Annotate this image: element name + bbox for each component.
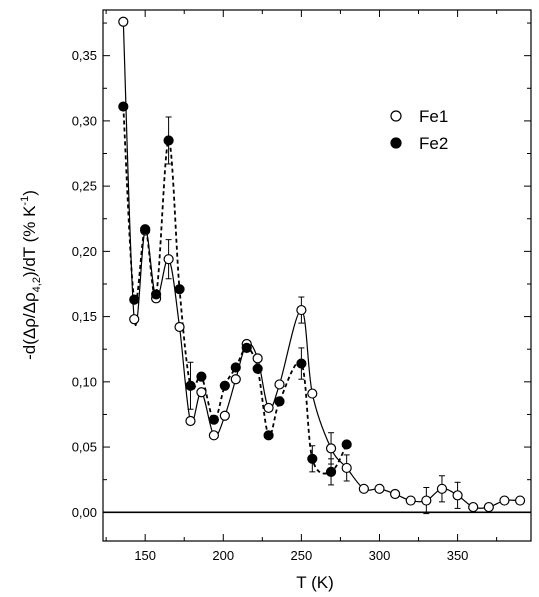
data-point-fe2 bbox=[151, 289, 162, 300]
data-point-fe2 bbox=[174, 284, 185, 295]
data-point-fe1 bbox=[358, 483, 369, 494]
data-point-fe2 bbox=[274, 396, 285, 407]
data-point-fe1 bbox=[129, 314, 140, 325]
data-markers bbox=[118, 16, 526, 513]
data-point-fe1 bbox=[325, 443, 337, 454]
data-point-fe1 bbox=[436, 483, 448, 494]
plot-frame bbox=[102, 9, 532, 542]
x-tick-label: 200 bbox=[212, 548, 234, 563]
data-point-fe2 bbox=[263, 430, 274, 441]
x-tick-label: 300 bbox=[369, 548, 391, 563]
data-point-fe1 bbox=[263, 402, 274, 414]
y-axis-title: -d(Δρ/Δρ4,2)/dT (% K-1) bbox=[19, 190, 43, 360]
data-point-fe1 bbox=[174, 321, 185, 333]
data-point-fe1 bbox=[208, 430, 220, 441]
data-point-fe1 bbox=[307, 388, 318, 399]
data-point-fe1 bbox=[252, 353, 263, 364]
data-point-fe2 bbox=[118, 101, 129, 112]
legend-marker-fe1 bbox=[390, 110, 402, 122]
y-tick-label: 0,15 bbox=[72, 309, 97, 324]
data-point-fe2 bbox=[230, 362, 241, 373]
data-point-fe1 bbox=[196, 387, 207, 398]
legend-marker-fe2 bbox=[390, 137, 402, 149]
y-tick-label: 0,30 bbox=[72, 113, 97, 128]
legend-label-fe1: Fe1 bbox=[419, 107, 448, 126]
data-point-fe2 bbox=[140, 224, 151, 235]
data-point-fe2 bbox=[219, 380, 230, 391]
y-tick-label: 0,00 bbox=[72, 505, 97, 520]
x-tick-label: 150 bbox=[134, 548, 156, 563]
data-point-fe1 bbox=[452, 490, 463, 501]
data-point-fe1 bbox=[296, 304, 307, 316]
data-point-fe2 bbox=[341, 439, 352, 450]
data-point-fe2 bbox=[208, 414, 220, 425]
data-point-fe1 bbox=[483, 501, 494, 513]
data-point-fe1 bbox=[390, 488, 401, 500]
data-point-fe2 bbox=[185, 380, 196, 391]
data-point-fe2 bbox=[307, 453, 318, 464]
data-point-fe1 bbox=[514, 495, 526, 506]
data-point-fe1 bbox=[405, 495, 416, 506]
y-tick-label: 0,10 bbox=[72, 374, 97, 389]
series-line-fe1 bbox=[122, 21, 521, 509]
data-point-fe2 bbox=[252, 363, 263, 374]
data-point-fe2 bbox=[296, 358, 307, 369]
legend-label-fe2: Fe2 bbox=[419, 134, 448, 153]
data-point-fe2 bbox=[196, 371, 207, 382]
x-tick-label: 250 bbox=[291, 548, 313, 563]
data-point-fe1 bbox=[421, 495, 432, 506]
data-point-fe2 bbox=[163, 135, 174, 146]
data-point-fe1 bbox=[230, 374, 241, 385]
x-tick-label: 350 bbox=[447, 548, 469, 563]
y-tick-label: 0,35 bbox=[72, 48, 97, 63]
data-point-fe1 bbox=[274, 379, 285, 390]
y-tick-label: 0,25 bbox=[72, 179, 97, 194]
data-point-fe2 bbox=[129, 294, 140, 305]
data-point-fe1 bbox=[185, 415, 196, 427]
data-point-fe1 bbox=[499, 495, 510, 506]
data-point-fe1 bbox=[374, 483, 385, 494]
axes: 150 200 250 300 350 0,00 0,05 0,10 0,15 0,20 0,25 0… bbox=[72, 9, 532, 563]
x-axis-title: T (K) bbox=[296, 573, 333, 592]
series-curves bbox=[122, 21, 521, 509]
y-tick-label: 0,05 bbox=[72, 440, 97, 455]
data-point-fe1 bbox=[163, 254, 174, 265]
y-tick-label: 0,20 bbox=[72, 244, 97, 259]
data-point-fe1 bbox=[219, 410, 230, 421]
data-point-fe2 bbox=[325, 466, 337, 477]
legend: Fe1 Fe2 bbox=[390, 107, 448, 153]
data-point-fe1 bbox=[118, 16, 129, 27]
data-point-fe1 bbox=[341, 462, 352, 474]
data-point-fe1 bbox=[468, 501, 479, 513]
data-point-fe2 bbox=[241, 342, 252, 354]
